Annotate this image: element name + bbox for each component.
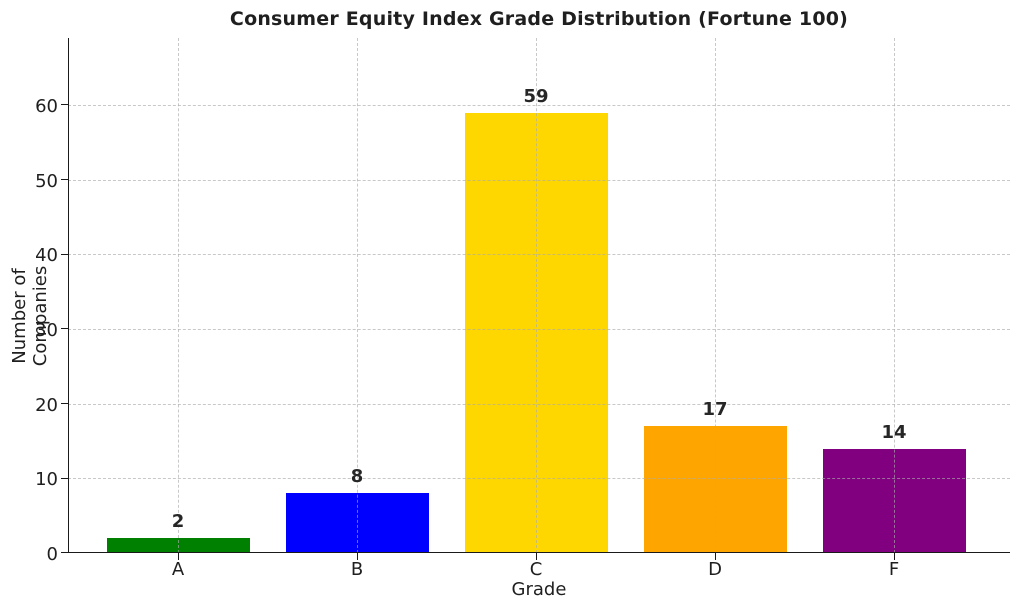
x-tick-mark [536, 553, 537, 560]
y-tick-mark [61, 552, 68, 554]
bar-value-label-D: 17 [702, 399, 728, 421]
y-tick-label: 0 [46, 544, 58, 565]
horizontal-gridline [68, 478, 1010, 480]
bar-value-label-A: 2 [171, 511, 185, 533]
bar-value-label-C: 59 [523, 85, 549, 107]
vertical-gridline [357, 38, 358, 553]
x-tick-label-B: B [350, 559, 364, 580]
vertical-gridline [178, 38, 179, 553]
x-tick-mark [894, 553, 895, 560]
y-tick-label: 10 [35, 469, 58, 491]
x-tick-label-D: D [708, 559, 722, 580]
y-axis-spine [68, 38, 69, 553]
x-tick-mark [357, 553, 358, 560]
plot-area: 0 10 20 30 40 50 60 2 A 8 B 59 C 17 D 14 F [35, 38, 1010, 579]
x-tick-mark [715, 553, 716, 560]
vertical-gridline [715, 38, 716, 553]
bar-value-label-F: 14 [881, 421, 907, 443]
y-tick-label: 20 [35, 394, 58, 416]
horizontal-gridline [68, 179, 1010, 181]
bar-value-label-B: 8 [350, 466, 364, 488]
x-axis-label: Grade [511, 579, 567, 600]
chart-title: Consumer Equity Index Grade Distribution… [229, 8, 849, 30]
y-tick-label: 50 [35, 170, 58, 192]
y-tick-mark [61, 253, 68, 255]
y-tick-label: 40 [35, 245, 58, 267]
horizontal-gridline [68, 105, 1010, 107]
horizontal-gridline [68, 329, 1010, 331]
x-tick-label-F: F [888, 559, 900, 580]
horizontal-gridline [68, 403, 1010, 405]
x-tick-mark [178, 553, 179, 560]
x-tick-label-A: A [171, 559, 185, 580]
y-tick-mark [61, 402, 68, 404]
y-axis-label: Number of Companies [9, 265, 51, 367]
y-tick-mark [61, 179, 68, 181]
x-tick-label-C: C [529, 559, 543, 580]
y-tick-label: 60 [35, 96, 58, 118]
horizontal-gridline [68, 254, 1010, 256]
y-tick-mark [61, 104, 68, 106]
y-tick-mark [61, 477, 68, 479]
y-tick-mark [61, 328, 68, 330]
vertical-gridline [894, 38, 895, 553]
vertical-gridline [536, 38, 537, 553]
x-axis-spine [68, 552, 1010, 553]
y-tick-label: 30 [35, 320, 58, 342]
